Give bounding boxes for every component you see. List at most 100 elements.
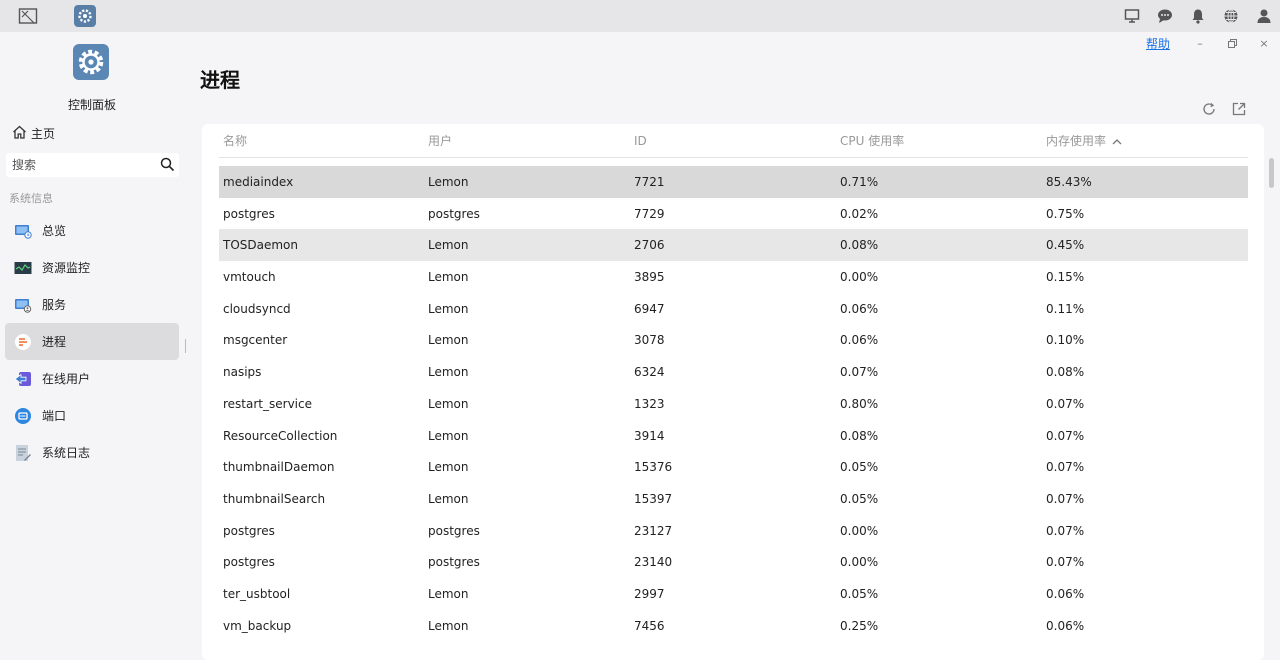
cell-cpu: 0.00%	[840, 555, 879, 570]
cell-id: 3895	[634, 270, 665, 285]
cell-cpu: 0.71%	[840, 175, 879, 189]
chat-icon[interactable]	[1148, 0, 1181, 32]
cell-memory: 0.07%	[1046, 428, 1085, 443]
cell-id: 3078	[634, 333, 665, 348]
scrollbar-thumb[interactable]	[1269, 158, 1274, 188]
main-toolbar	[1194, 100, 1254, 118]
cell-cpu: 0.06%	[840, 301, 879, 316]
sidebar-item-label: 端口	[42, 409, 67, 423]
sidebar-item-label: 资源监控	[42, 261, 91, 275]
cell-id: 23127	[634, 523, 673, 538]
section-label-system-info: 系统信息	[9, 192, 53, 205]
cell-id: 15376	[634, 460, 673, 475]
search-icon[interactable]	[160, 157, 175, 176]
sidebar-nav: 总览 资源监控 服务 进程 在线用户 端口	[5, 212, 179, 471]
home-link[interactable]: 主页	[12, 125, 55, 142]
cell-name: ter_usbtool	[223, 586, 291, 601]
column-header-name[interactable]: 名称	[223, 134, 248, 148]
sidebar-item-port[interactable]: 端口	[5, 397, 179, 434]
cell-name: ResourceCollection	[223, 428, 338, 443]
cell-id: 1323	[634, 396, 665, 411]
bell-icon[interactable]	[1181, 0, 1214, 32]
cell-user: Lemon	[428, 491, 469, 506]
sidebar-item-services[interactable]: 服务	[5, 286, 179, 323]
table-row[interactable]: ResourceCollection Lemon 3914 0.08% 0.07%	[219, 420, 1248, 452]
table-row[interactable]: nasips Lemon 6324 0.07% 0.08%	[219, 356, 1248, 388]
sidebar-item-label: 进程	[42, 335, 67, 349]
cell-memory: 0.07%	[1046, 460, 1085, 475]
sidebar-item-label: 系统日志	[42, 446, 91, 460]
table-row[interactable]: mediaindex Lemon 7721 0.71% 85.43%	[219, 166, 1248, 198]
services-icon	[14, 296, 32, 314]
cell-user: postgres	[428, 523, 480, 538]
desktop-icon[interactable]	[12, 0, 44, 32]
table-row[interactable]: TOSDaemon Lemon 2706 0.08% 0.45%	[219, 229, 1248, 262]
cell-name: restart_service	[223, 396, 312, 411]
table-row[interactable]: postgres postgres 23140 0.00% 0.07%	[219, 546, 1248, 578]
cell-id: 15397	[634, 491, 673, 506]
sidebar-item-online-users[interactable]: 在线用户	[5, 360, 179, 397]
cell-name: TOSDaemon	[223, 238, 299, 253]
cell-user: Lemon	[428, 238, 469, 253]
cell-user: Lemon	[428, 428, 469, 443]
table-row[interactable]: thumbnailSearch Lemon 15397 0.05% 0.07%	[219, 483, 1248, 515]
cell-cpu: 0.00%	[840, 270, 879, 285]
cell-id: 7456	[634, 618, 665, 633]
help-link[interactable]: 帮助	[1145, 36, 1170, 51]
cell-cpu: 0.06%	[840, 333, 879, 348]
table-row[interactable]: vm_backup Lemon 7456 0.25% 0.06%	[219, 610, 1248, 642]
search-input[interactable]	[6, 158, 152, 172]
search-box	[6, 153, 179, 177]
table-row[interactable]: postgres postgres 23127 0.00% 0.07%	[219, 515, 1248, 547]
cell-name: msgcenter	[223, 333, 288, 348]
table-row[interactable]: restart_service Lemon 1323 0.80% 0.07%	[219, 388, 1248, 420]
minimize-icon[interactable]: –	[1197, 36, 1203, 50]
sidebar-item-label: 服务	[42, 298, 67, 312]
user-icon[interactable]	[1247, 0, 1280, 32]
sidebar-item-system-log[interactable]: 系统日志	[5, 434, 179, 471]
cell-cpu: 0.05%	[840, 586, 879, 601]
cell-name: nasips	[223, 365, 262, 380]
table-row[interactable]: vmtouch Lemon 3895 0.00% 0.15%	[219, 261, 1248, 293]
monitor-icon	[14, 259, 32, 277]
column-header-user[interactable]: 用户	[428, 134, 453, 148]
sidebar-item-label: 总览	[42, 224, 67, 238]
cell-user: Lemon	[428, 618, 469, 633]
cell-name: mediaindex	[223, 175, 294, 189]
table-row[interactable]: ter_usbtool Lemon 2997 0.05% 0.06%	[219, 578, 1248, 610]
column-header-cpu[interactable]: CPU 使用率	[840, 134, 905, 148]
cell-cpu: 0.08%	[840, 428, 879, 443]
sidebar-item-resource-monitor[interactable]: 资源监控	[5, 249, 179, 286]
column-header-memory[interactable]: 内存使用率	[1046, 132, 1122, 149]
cell-id: 23140	[634, 555, 673, 570]
cell-user: postgres	[428, 555, 480, 570]
cell-name: vm_backup	[223, 618, 292, 633]
cell-id: 6324	[634, 365, 665, 380]
cell-memory: 0.10%	[1046, 333, 1085, 348]
close-icon[interactable]: ×	[1259, 36, 1269, 50]
cell-memory: 0.07%	[1046, 491, 1085, 506]
sidebar-item-process[interactable]: 进程	[5, 323, 179, 360]
column-header-memory-label: 内存使用率	[1046, 134, 1107, 148]
refresh-icon[interactable]	[1194, 100, 1224, 118]
restore-icon[interactable]	[1216, 32, 1248, 54]
process-icon	[14, 333, 32, 351]
export-icon[interactable]	[1224, 100, 1254, 118]
cell-memory: 0.06%	[1046, 586, 1085, 601]
table-row[interactable]: thumbnailDaemon Lemon 15376 0.05% 0.07%	[219, 451, 1248, 483]
cell-user: Lemon	[428, 396, 469, 411]
table-row[interactable]: postgres postgres 7729 0.02% 0.75%	[219, 198, 1248, 230]
screen-icon[interactable]	[1115, 0, 1148, 32]
table-row[interactable]: cloudsyncd Lemon 6947 0.06% 0.11%	[219, 293, 1248, 325]
cell-name: postgres	[223, 555, 275, 570]
overview-icon	[14, 222, 32, 240]
control-panel-taskbar-icon[interactable]	[74, 5, 96, 27]
cell-memory: 0.07%	[1046, 523, 1085, 538]
table-body: mediaindex Lemon 7721 0.71% 85.43% postgres po…	[219, 166, 1248, 641]
column-header-id[interactable]: ID	[634, 133, 647, 148]
table-row[interactable]: msgcenter Lemon 3078 0.06% 0.10%	[219, 324, 1248, 356]
globe-icon[interactable]	[1214, 0, 1247, 32]
sidebar-resize-handle[interactable]	[185, 339, 187, 353]
sidebar-item-overview[interactable]: 总览	[5, 212, 179, 249]
cell-memory: 0.08%	[1046, 365, 1085, 380]
